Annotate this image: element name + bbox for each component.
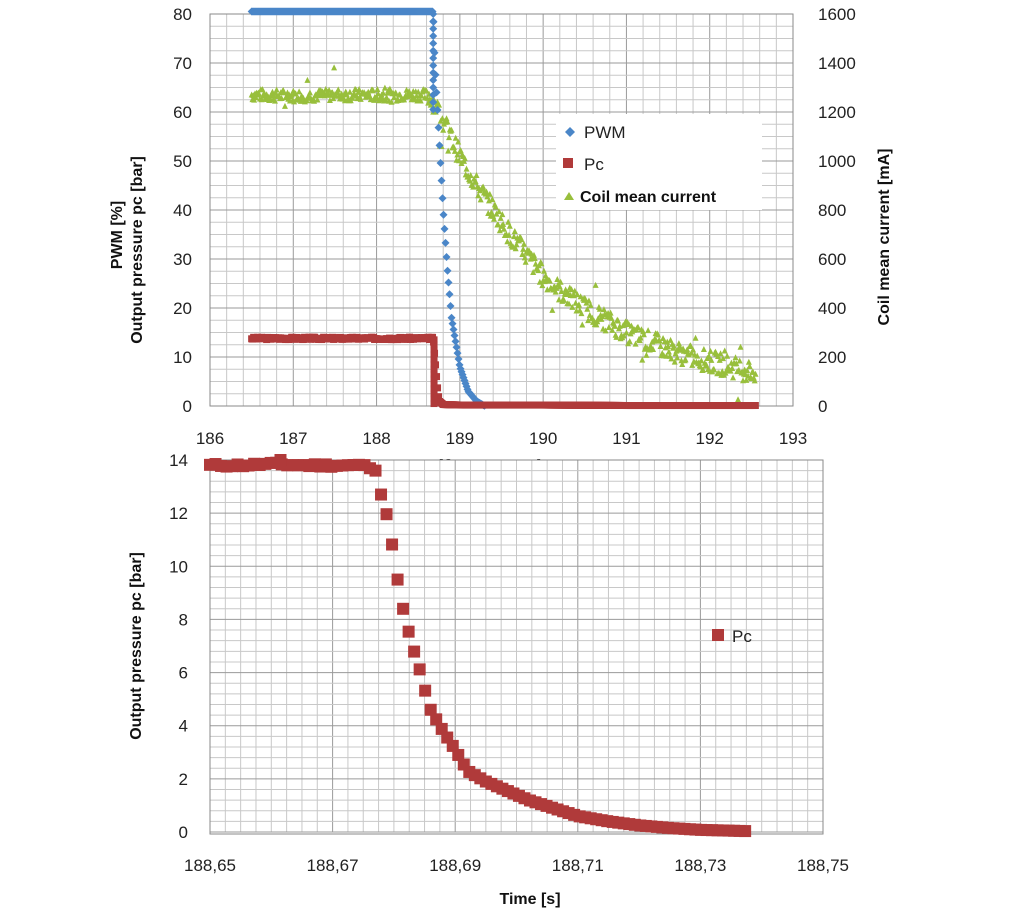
bottom-chart: 188,65 188,67 188,69 188,71 188,73 188,75 0 2 4…	[128, 451, 849, 908]
bottom-x-tick-188,67: 188,67	[307, 856, 359, 875]
bottom-x-tick-labels: 188,65 188,67 188,69 188,71 188,73 188,75	[184, 856, 849, 875]
top-y-right-tick-600: 600	[818, 250, 846, 269]
pc-bottom-point	[392, 574, 404, 586]
top-y-right-tick-1400: 1400	[818, 54, 856, 73]
top-legend: PWM Pc Coil mean current	[556, 114, 762, 210]
legend-label-pc-bottom: Pc	[732, 627, 752, 646]
bottom-x-tick-188,73: 188,73	[674, 856, 726, 875]
top-x-tick-193: 193	[779, 429, 807, 448]
top-y-left-tick-70: 70	[173, 54, 192, 73]
pc-bottom-point	[408, 646, 420, 658]
pc-bottom-point	[381, 508, 393, 520]
legend-label-pc: Pc	[584, 155, 604, 174]
bottom-y-tick-6: 6	[179, 664, 188, 683]
pc-bottom-point	[397, 603, 409, 615]
legend-marker-pc	[563, 158, 573, 168]
top-y-right-tick-1000: 1000	[818, 152, 856, 171]
legend-label-pwm: PWM	[584, 123, 626, 142]
pc-bottom-point	[375, 489, 387, 501]
bottom-y-tick-10: 10	[169, 557, 188, 576]
pc-bottom-point	[414, 663, 426, 675]
bottom-y-tick-2: 2	[179, 770, 188, 789]
top-y-right-tick-400: 400	[818, 299, 846, 318]
pc-point	[752, 402, 759, 409]
top-y-left-tick-0: 0	[183, 397, 192, 416]
top-x-tick-192: 192	[696, 429, 724, 448]
pc-point	[431, 400, 438, 407]
top-y-right-tick-labels: 0 200 400 600 800 1000 1200 1400 1600	[818, 5, 856, 416]
top-y-right-tick-1200: 1200	[818, 103, 856, 122]
top-y-left-tick-60: 60	[173, 103, 192, 122]
bottom-y-tick-12: 12	[169, 504, 188, 523]
top-chart: 186 187 188 189 190 191 192 193 0 10 20 30 40 50 60 70…	[109, 5, 893, 480]
bottom-x-tick-188,71: 188,71	[552, 856, 604, 875]
top-ylabel-right: Coil mean current [mA]	[876, 149, 893, 326]
top-y-left-tick-20: 20	[173, 299, 192, 318]
top-x-tick-187: 187	[279, 429, 307, 448]
pc-bottom-point	[370, 465, 382, 477]
top-y-right-tick-800: 800	[818, 201, 846, 220]
pc-bottom-point	[419, 685, 431, 697]
top-x-tick-191: 191	[612, 429, 640, 448]
top-y-left-tick-50: 50	[173, 152, 192, 171]
top-x-tick-190: 190	[529, 429, 557, 448]
bottom-ylabel: Output pressure pc [bar]	[128, 552, 145, 740]
top-y-left-tick-40: 40	[173, 201, 192, 220]
top-y-right-tick-200: 200	[818, 348, 846, 367]
bottom-y-tick-14: 14	[169, 451, 188, 470]
top-x-tick-186: 186	[196, 429, 224, 448]
pc-bottom-point	[386, 538, 398, 550]
pc-bottom-point	[403, 626, 415, 638]
top-x-tick-189: 189	[446, 429, 474, 448]
bottom-x-tick-188,75: 188,75	[797, 856, 849, 875]
bottom-y-tick-0: 0	[179, 823, 188, 842]
bottom-x-tick-188,69: 188,69	[429, 856, 481, 875]
bottom-grid	[210, 460, 823, 832]
top-x-tick-labels: 186 187 188 189 190 191 192 193	[196, 429, 807, 448]
bottom-xlabel: Time [s]	[499, 891, 560, 908]
bottom-y-tick-4: 4	[179, 717, 188, 736]
top-y-left-tick-labels: 0 10 20 30 40 50 60 70 80	[173, 5, 192, 416]
bottom-y-tick-labels: 0 2 4 6 8 10 12 14	[169, 451, 188, 842]
pc-bottom-point	[274, 454, 286, 466]
bottom-y-tick-8: 8	[179, 610, 188, 629]
top-y-right-tick-1600: 1600	[818, 5, 856, 24]
top-y-left-tick-10: 10	[173, 348, 192, 367]
pc-bottom-point	[739, 825, 751, 837]
top-y-left-tick-80: 80	[173, 5, 192, 24]
top-y-left-tick-30: 30	[173, 250, 192, 269]
top-y-right-tick-0: 0	[818, 397, 827, 416]
top-ylabel-left-line1: PWM [%]	[109, 201, 126, 269]
legend-marker-pc-bottom	[712, 629, 724, 641]
bottom-x-tick-188,65: 188,65	[184, 856, 236, 875]
top-x-tick-188: 188	[362, 429, 390, 448]
figure: 186 187 188 189 190 191 192 193 010203040506070…	[0, 0, 1024, 911]
legend-label-coil-current: Coil mean current	[580, 189, 717, 206]
top-ylabel-left-line2: Output pressure pc [bar]	[129, 156, 146, 344]
